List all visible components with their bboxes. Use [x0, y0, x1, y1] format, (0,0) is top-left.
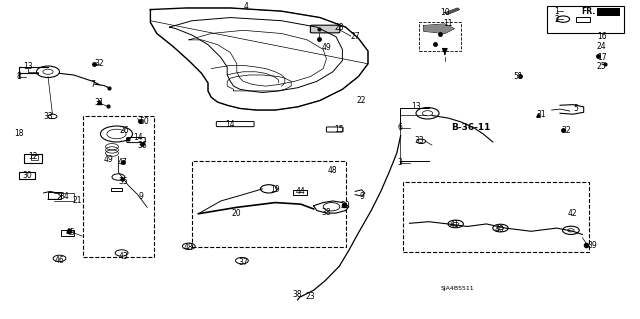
Text: 30: 30 [22, 171, 33, 180]
Text: 34: 34 [59, 192, 69, 201]
Polygon shape [424, 24, 454, 33]
Text: 41: 41 [449, 220, 460, 229]
Text: 20: 20 [232, 209, 242, 218]
Text: 24: 24 [596, 42, 607, 51]
Text: SJA4B5511: SJA4B5511 [441, 286, 474, 291]
Text: 9: 9 [359, 192, 364, 201]
Text: 32: 32 [94, 59, 104, 68]
FancyBboxPatch shape [310, 25, 340, 33]
Text: 31: 31 [536, 110, 546, 119]
Text: 19: 19 [270, 185, 280, 194]
Text: 40: 40 [494, 225, 504, 234]
Text: 38: 38 [321, 208, 332, 217]
Text: B-36-11: B-36-11 [451, 123, 490, 132]
Polygon shape [445, 8, 460, 14]
Text: 10: 10 [440, 8, 450, 17]
Text: 25: 25 [596, 63, 607, 71]
Text: 43: 43 [118, 252, 129, 261]
Text: 3: 3 [397, 158, 403, 167]
Text: 33: 33 [414, 137, 424, 145]
Text: 15: 15 [334, 125, 344, 134]
Text: 37: 37 [238, 258, 248, 267]
Text: 17: 17 [596, 53, 607, 62]
Text: 14: 14 [225, 120, 236, 129]
Text: 29: 29 [340, 201, 351, 210]
Text: 32: 32 [561, 126, 572, 135]
Text: 31: 31 [94, 98, 104, 107]
Text: 49: 49 [321, 43, 332, 52]
Text: 2: 2 [554, 15, 559, 24]
Text: 35: 35 [118, 177, 128, 186]
Text: 36: 36 [137, 141, 147, 150]
Text: 8: 8 [17, 72, 22, 81]
Text: FR.: FR. [581, 7, 595, 17]
Text: 39: 39 [587, 241, 597, 250]
Text: 12: 12 [29, 152, 38, 161]
Text: 49: 49 [104, 155, 114, 164]
Text: 14: 14 [132, 133, 143, 142]
Polygon shape [597, 8, 620, 16]
Text: 46: 46 [54, 256, 65, 265]
Text: 9: 9 [138, 192, 143, 201]
Text: 51: 51 [513, 72, 524, 81]
Text: 47: 47 [118, 158, 128, 167]
Text: 6: 6 [397, 123, 403, 132]
Text: 5: 5 [573, 104, 579, 113]
Text: 28: 28 [335, 23, 344, 32]
Text: 50: 50 [139, 117, 149, 126]
Text: 27: 27 [350, 32, 360, 41]
Text: 38: 38 [292, 290, 303, 299]
Text: 18: 18 [15, 130, 24, 138]
Text: 4: 4 [244, 2, 249, 11]
Text: 44: 44 [296, 187, 306, 196]
Text: 11: 11 [444, 19, 452, 28]
Text: 45: 45 [65, 228, 76, 237]
Text: 1: 1 [554, 7, 559, 16]
Text: 21: 21 [72, 197, 81, 205]
Text: 13: 13 [22, 63, 33, 71]
Text: 42: 42 [568, 209, 578, 218]
Text: 13: 13 [411, 102, 421, 111]
Text: 22: 22 [357, 96, 366, 105]
Text: 48: 48 [184, 243, 194, 252]
Text: 33: 33 [43, 112, 53, 121]
Text: 16: 16 [596, 32, 607, 41]
Text: 23: 23 [305, 292, 316, 301]
Text: 7: 7 [90, 80, 95, 89]
Text: 48: 48 [328, 166, 338, 175]
Text: 26: 26 [120, 126, 130, 135]
